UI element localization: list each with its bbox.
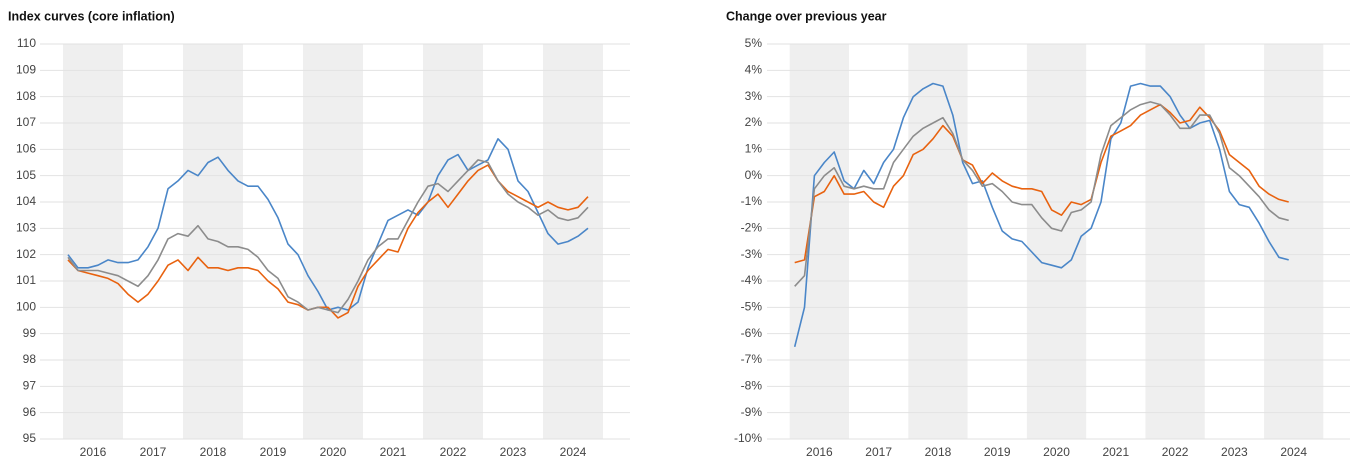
x-tick-label: 2024 xyxy=(1280,445,1307,459)
y-tick-label: 103 xyxy=(16,221,36,235)
x-tick-label: 2018 xyxy=(925,445,952,459)
year-band xyxy=(303,44,363,439)
y-tick-label: -6% xyxy=(741,326,763,340)
y-tick-label: 100 xyxy=(16,300,36,314)
x-tick-label: 2021 xyxy=(1102,445,1129,459)
y-tick-label: 99 xyxy=(23,326,37,340)
y-tick-label: 106 xyxy=(16,142,36,156)
series-line xyxy=(67,159,589,314)
series-line xyxy=(794,103,1289,264)
y-tick-label: 97 xyxy=(23,379,37,393)
x-tick-label: 2016 xyxy=(806,445,833,459)
y-tick-label: -5% xyxy=(741,300,763,314)
y-tick-label: -9% xyxy=(741,405,763,419)
x-tick-label: 2020 xyxy=(1043,445,1070,459)
x-tick-label: 2022 xyxy=(440,445,467,459)
y-tick-label: 1% xyxy=(745,142,763,156)
y-tick-label: 96 xyxy=(23,405,37,419)
y-tick-label: 102 xyxy=(16,247,36,261)
y-tick-label: 108 xyxy=(16,89,36,103)
year-band xyxy=(1145,44,1205,439)
y-tick-label: -4% xyxy=(741,273,763,287)
y-tick-label: 95 xyxy=(23,431,37,445)
y-tick-label: 3% xyxy=(745,89,763,103)
x-tick-label: 2019 xyxy=(984,445,1011,459)
x-tick-label: 2022 xyxy=(1162,445,1189,459)
x-tick-label: 2020 xyxy=(320,445,347,459)
y-tick-label: -8% xyxy=(741,379,763,393)
y-tick-label: -2% xyxy=(741,221,763,235)
y-tick-label: 107 xyxy=(16,115,36,129)
x-tick-label: 2023 xyxy=(500,445,527,459)
x-tick-label: 2016 xyxy=(80,445,107,459)
x-tick-label: 2017 xyxy=(865,445,892,459)
x-tick-label: 2023 xyxy=(1221,445,1248,459)
x-tick-label: 2017 xyxy=(140,445,167,459)
y-tick-label: 98 xyxy=(23,352,37,366)
x-tick-label: 2018 xyxy=(200,445,227,459)
y-tick-label: 110 xyxy=(17,36,36,50)
year-band xyxy=(423,44,483,439)
y-tick-label: -10% xyxy=(734,431,762,445)
y-tick-label: 109 xyxy=(16,63,36,77)
y-tick-label: 2% xyxy=(745,115,763,129)
y-tick-label: 4% xyxy=(745,63,763,77)
y-tick-label: -1% xyxy=(741,194,763,208)
year-band xyxy=(908,44,968,439)
chart-title: Change over previous year xyxy=(726,9,887,23)
y-tick-label: -3% xyxy=(741,247,763,261)
year-band xyxy=(543,44,603,439)
y-tick-label: 5% xyxy=(745,36,763,50)
series-line xyxy=(794,101,1289,287)
y-tick-label: 105 xyxy=(16,168,36,182)
y-tick-label: 0% xyxy=(745,168,763,182)
chart-title: Index curves (core inflation) xyxy=(8,9,175,23)
year-band xyxy=(1026,44,1087,439)
year-band xyxy=(1264,44,1324,439)
year-band xyxy=(789,44,850,439)
x-tick-label: 2019 xyxy=(260,445,287,459)
y-tick-label: 104 xyxy=(16,194,36,208)
x-tick-label: 2021 xyxy=(380,445,407,459)
series-line xyxy=(793,82,1289,347)
x-tick-label: 2024 xyxy=(560,445,587,459)
year-band xyxy=(183,44,243,439)
y-tick-label: 101 xyxy=(16,273,36,287)
year-band xyxy=(63,44,123,439)
y-tick-label: -7% xyxy=(741,352,763,366)
